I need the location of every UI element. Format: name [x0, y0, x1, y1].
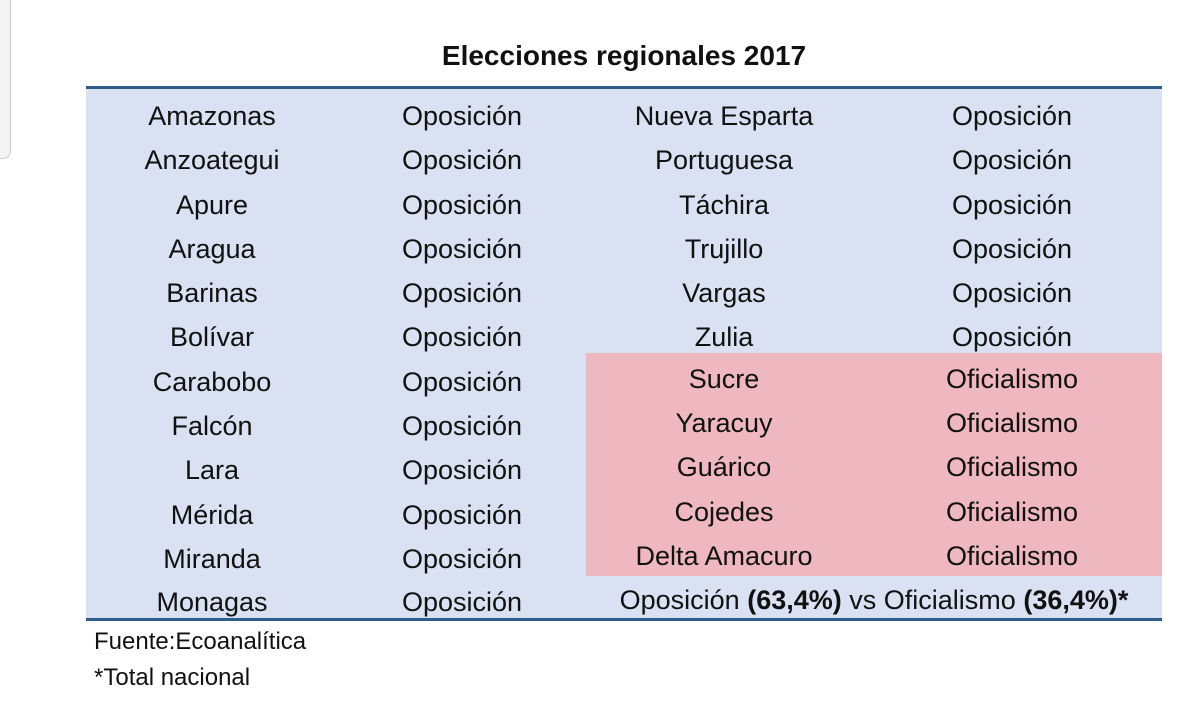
left-result-cell: Oposición	[401, 455, 523, 485]
left-state-cell: Falcón	[171, 411, 253, 441]
right-result-cell: Oposición	[951, 322, 1073, 352]
summary-value-oposicion: (63,4%)	[747, 585, 842, 615]
right-result-cell: Oposición	[951, 190, 1073, 220]
footnote: *Total nacional	[94, 664, 251, 691]
left-state-cell: Mérida	[170, 500, 254, 530]
right-state-cell: Guárico	[676, 452, 772, 482]
left-result-cell: Oposición	[401, 190, 523, 220]
left-result-cell: Oposición	[401, 278, 523, 308]
right-result-cell: Oposición	[951, 101, 1073, 131]
right-result-cell: Oposición	[951, 234, 1073, 264]
source-note: Fuente:Ecoanalítica	[94, 628, 307, 655]
left-state-cell: Lara	[184, 455, 240, 485]
left-state-cell: Monagas	[156, 587, 268, 617]
left-state-cell: Anzoategui	[144, 145, 280, 175]
right-state-cell: Portuguesa	[654, 145, 794, 175]
right-result-cell: Oficialismo	[945, 497, 1079, 527]
right-state-cell: Nueva Esparta	[634, 101, 814, 131]
left-result-cell: Oposición	[401, 411, 523, 441]
left-result-cell: Oposición	[401, 500, 523, 530]
right-result-cell: Oficialismo	[945, 452, 1079, 482]
left-result-cell: Oposición	[401, 322, 523, 352]
summary-value-oficialismo: (36,4%)*	[1023, 585, 1129, 615]
right-result-cell: Oposición	[951, 145, 1073, 175]
left-result-cell: Oposición	[401, 145, 523, 175]
right-result-cell: Oficialismo	[945, 364, 1079, 394]
left-state-cell: Bolívar	[169, 322, 255, 352]
left-state-cell: Aragua	[168, 234, 256, 264]
page-title: Elecciones regionales 2017	[441, 40, 807, 71]
right-state-cell: Cojedes	[674, 497, 774, 527]
right-state-cell: Zulia	[694, 322, 754, 352]
right-state-cell: Vargas	[682, 278, 766, 308]
left-state-cell: Carabobo	[152, 367, 272, 397]
left-state-cell: Miranda	[163, 544, 261, 574]
right-state-cell: Trujillo	[684, 234, 764, 264]
right-state-cell: Yaracuy	[675, 408, 773, 438]
left-state-cell: Amazonas	[148, 101, 276, 131]
left-edge-panel	[0, 0, 11, 159]
left-result-cell: Oposición	[401, 101, 523, 131]
national-summary: Oposición (63,4%) vs Oficialismo (36,4%)…	[586, 578, 1162, 622]
left-result-cell: Oposición	[401, 587, 523, 617]
left-state-cell: Barinas	[166, 278, 258, 308]
summary-vs: vs	[849, 585, 877, 615]
summary-label-oficialismo: Oficialismo	[883, 585, 1016, 615]
right-state-cell: Táchira	[678, 190, 770, 220]
summary-label-oposicion: Oposición	[619, 585, 740, 615]
left-result-cell: Oposición	[401, 234, 523, 264]
left-result-cell: Oposición	[401, 367, 523, 397]
left-result-cell: Oposición	[401, 544, 523, 574]
left-state-cell: Apure	[175, 190, 249, 220]
right-state-cell: Sucre	[688, 364, 760, 394]
oficialismo-highlight	[586, 353, 1162, 576]
right-result-cell: Oficialismo	[945, 408, 1079, 438]
right-result-cell: Oficialismo	[945, 541, 1079, 571]
right-result-cell: Oposición	[951, 278, 1073, 308]
right-state-cell: Delta Amacuro	[635, 541, 813, 571]
